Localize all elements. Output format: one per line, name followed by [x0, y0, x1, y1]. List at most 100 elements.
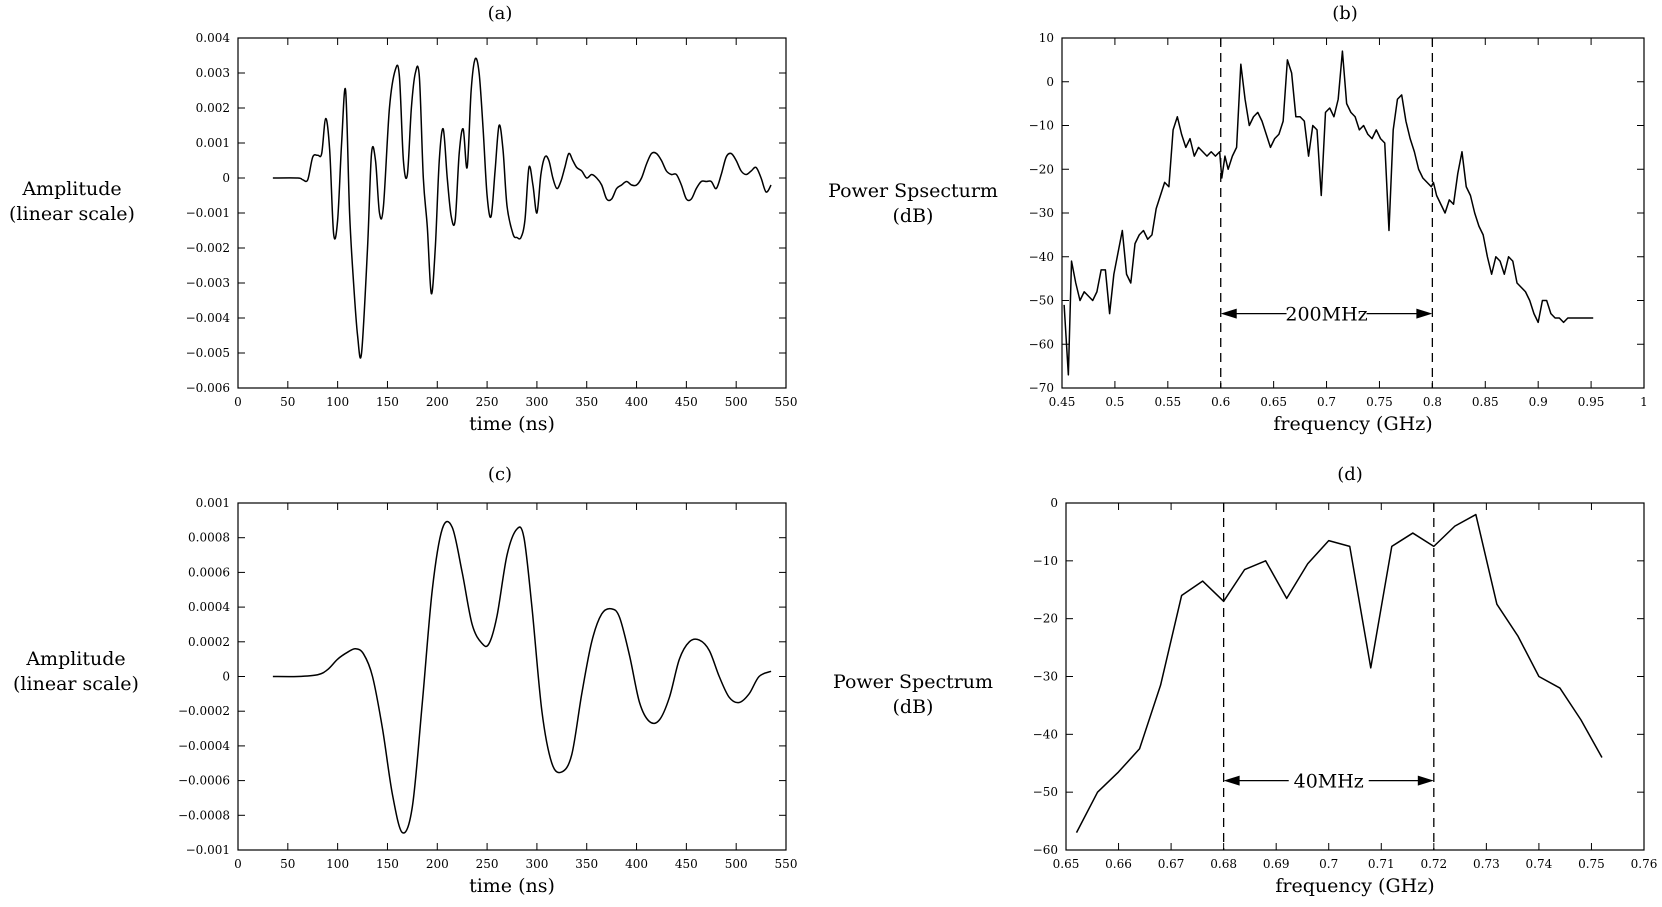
series-line-0	[272, 57, 772, 359]
y-axis-title-line: (dB)	[893, 205, 934, 227]
y-axis-title-line: Amplitude	[25, 648, 125, 670]
annotation-bg	[1286, 301, 1367, 324]
x-tick-label: 50	[280, 857, 295, 871]
y-tick-label: −0.004	[186, 311, 231, 325]
x-tick-label: 150	[376, 857, 399, 871]
y-tick-label: 0.004	[196, 31, 231, 45]
y-tick-label: −70	[1029, 381, 1054, 395]
y-tick-label: −20	[1033, 612, 1058, 626]
y-tick-label: 0.001	[196, 496, 230, 510]
x-tick-label: 0.66	[1105, 857, 1132, 871]
x-tick-label: 0	[234, 395, 242, 409]
y-tick-label: −30	[1029, 206, 1054, 220]
x-tick-label: 350	[575, 395, 598, 409]
x-tick-label: 0.55	[1154, 395, 1181, 409]
series-line-0	[272, 520, 772, 834]
y-tick-label: −0.001	[186, 206, 230, 220]
x-tick-label: 0.45	[1049, 395, 1076, 409]
arrow-head-right	[1416, 308, 1433, 319]
plot-frame	[1061, 37, 1645, 389]
plot-frame	[1065, 502, 1645, 851]
y-tick-label: −50	[1033, 785, 1058, 799]
y-tick-label: −10	[1033, 554, 1058, 568]
x-tick-label: 0	[234, 857, 242, 871]
y-tick-label: 0.003	[196, 66, 230, 80]
chart-panel-3: 0.65 0.66 0.67 0.68 0.69 0.7 0.71 0.72 0.73 0.74 0…	[833, 464, 1657, 897]
y-tick-label: −60	[1033, 843, 1058, 857]
x-tick-label: 450	[675, 857, 698, 871]
x-tick-label: 0.74	[1526, 857, 1553, 871]
y-tick-label: −0.001	[186, 843, 230, 857]
x-tick-label: 0.75	[1578, 857, 1605, 871]
x-axis-title: time (ns)	[469, 875, 555, 897]
x-tick-label: 100	[326, 395, 349, 409]
y-tick-label: −50	[1029, 294, 1054, 308]
x-tick-label: 400	[625, 395, 648, 409]
y-tick-label: −0.0006	[178, 774, 230, 788]
plot-frame	[237, 37, 787, 389]
y-axis-title-line: Power Spsecturm	[828, 180, 998, 202]
y-tick-label: −30	[1033, 670, 1058, 684]
x-tick-label: 500	[725, 395, 748, 409]
x-tick-label: 1	[1640, 395, 1648, 409]
x-tick-label: 0.6	[1211, 395, 1230, 409]
arrow-head-right	[1417, 775, 1434, 786]
x-tick-label: 550	[775, 857, 798, 871]
y-tick-label: −0.0004	[178, 739, 230, 753]
y-tick-label: 0.0006	[188, 565, 230, 579]
x-tick-label: 0.72	[1420, 857, 1447, 871]
y-axis-title-line: Amplitude	[21, 178, 121, 200]
x-tick-label: 0.73	[1473, 857, 1500, 871]
panel-label: (b)	[1332, 3, 1358, 24]
series-line-0	[1075, 513, 1603, 833]
x-tick-label: 0.68	[1210, 857, 1237, 871]
y-tick-label: 10	[1039, 31, 1054, 45]
x-tick-label: 250	[476, 857, 499, 871]
x-tick-label: 300	[525, 857, 548, 871]
chart-panel-2: 0 50 100 150 200 250 300 350 400 450 500 550 0.001 0.…	[13, 464, 797, 897]
panel-label: (a)	[488, 3, 513, 24]
x-tick-label: 0.7	[1319, 857, 1338, 871]
y-tick-label: 0	[222, 670, 230, 684]
y-axis-title-line: (linear scale)	[9, 203, 135, 225]
y-axis-title-line: (dB)	[893, 696, 934, 718]
chart-panel-1: 0.45 0.5 0.55 0.6 0.65 0.7 0.75 0.8 0.85 0.9 0.95 1…	[828, 3, 1648, 435]
y-tick-label: 0	[1050, 496, 1058, 510]
chart-panel-0: 0 50 100 150 200 250 300 350 400 450 500 550 0.004 0.…	[9, 3, 797, 435]
y-tick-label: 0.0004	[188, 600, 230, 614]
x-tick-label: 450	[675, 395, 698, 409]
y-axis-title-line: Power Spectrum	[833, 671, 993, 693]
bandwidth-annotation: 40MHz	[1294, 771, 1364, 793]
y-tick-label: 0	[1046, 75, 1054, 89]
y-tick-label: 0.0002	[188, 635, 230, 649]
x-tick-label: 200	[426, 395, 449, 409]
x-tick-label: 400	[625, 857, 648, 871]
y-tick-label: −0.002	[186, 241, 230, 255]
x-tick-label: 0.8	[1423, 395, 1442, 409]
y-axis-title-line: (linear scale)	[13, 673, 139, 695]
x-tick-label: 0.65	[1053, 857, 1080, 871]
x-axis-title: time (ns)	[469, 413, 555, 435]
panel-label: (d)	[1337, 464, 1363, 485]
y-tick-label: −0.003	[186, 276, 230, 290]
x-tick-label: 0.7	[1317, 395, 1336, 409]
x-tick-label: 500	[725, 857, 748, 871]
x-tick-label: 0.67	[1158, 857, 1185, 871]
x-tick-label: 0.5	[1105, 395, 1124, 409]
x-tick-label: 0.9	[1529, 395, 1548, 409]
x-tick-label: 0.85	[1472, 395, 1499, 409]
x-tick-label: 300	[525, 395, 548, 409]
x-tick-label: 0.69	[1263, 857, 1290, 871]
x-tick-label: 0.75	[1366, 395, 1393, 409]
x-axis-title: frequency (GHz)	[1273, 413, 1432, 435]
y-tick-label: −0.006	[186, 381, 230, 395]
y-tick-label: −20	[1029, 162, 1054, 176]
x-tick-label: 50	[280, 395, 295, 409]
x-tick-label: 550	[775, 395, 798, 409]
arrow-head-left	[1220, 308, 1237, 319]
y-tick-label: −0.0008	[178, 808, 230, 822]
x-tick-label: 350	[575, 857, 598, 871]
x-tick-label: 100	[326, 857, 349, 871]
x-tick-label: 0.65	[1260, 395, 1287, 409]
